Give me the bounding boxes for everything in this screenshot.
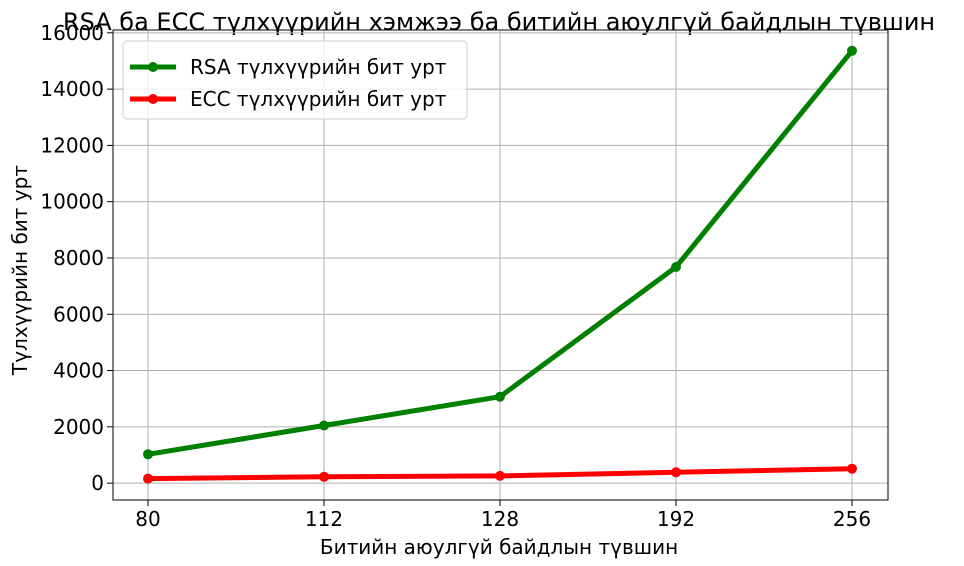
legend-swatch-marker: [148, 62, 158, 72]
x-tick-label: 80: [135, 507, 160, 531]
y-axis-label: Түлхүүрийн бит урт: [8, 165, 32, 376]
legend-label: RSA түлхүүрийн бит урт: [190, 55, 447, 79]
y-axis: 0 2000 4000 6000 8000 10000 12000 14000 16000: [40, 21, 113, 495]
y-tick-label: 12000: [40, 133, 104, 157]
y-tick-label: 8000: [53, 246, 104, 270]
data-point: [495, 470, 505, 481]
y-tick-label: 2000: [53, 415, 104, 439]
legend-box: [122, 40, 468, 120]
data-point: [847, 463, 857, 474]
data-point: [319, 420, 329, 431]
x-tick-label: 192: [657, 507, 695, 531]
x-tick-label: 128: [481, 507, 519, 531]
y-tick-label: 14000: [40, 77, 104, 101]
x-axis-label: Битийн аюулгүй байдлын түвшин: [320, 535, 678, 559]
grid: [113, 30, 888, 500]
y-tick-label: 6000: [53, 302, 104, 326]
y-tick-label: 16000: [40, 21, 104, 45]
y-tick-label: 0: [91, 471, 104, 495]
data-point: [847, 45, 857, 56]
data-point: [495, 391, 505, 402]
legend-swatch-marker: [148, 94, 158, 104]
data-point: [671, 467, 681, 478]
data-point: [671, 262, 681, 272]
legend: RSA түлхүүрийн бит урт ECC түлхүүрийн бит…: [122, 40, 468, 120]
x-tick-label: 112: [305, 507, 343, 531]
y-tick-label: 4000: [53, 359, 104, 383]
x-axis: 80 112 128 192 256: [135, 500, 871, 531]
y-tick-label: 10000: [40, 190, 104, 214]
data-point: [143, 449, 153, 460]
data-point: [319, 471, 329, 482]
series-layer: [143, 45, 857, 484]
data-point: [143, 473, 153, 484]
x-tick-label: 256: [833, 507, 871, 531]
legend-label: ECC түлхүүрийн бит урт: [190, 87, 447, 111]
chart-title: RSA ба ECC түлхүүрийн хэмжээ ба битийн а…: [63, 8, 935, 36]
